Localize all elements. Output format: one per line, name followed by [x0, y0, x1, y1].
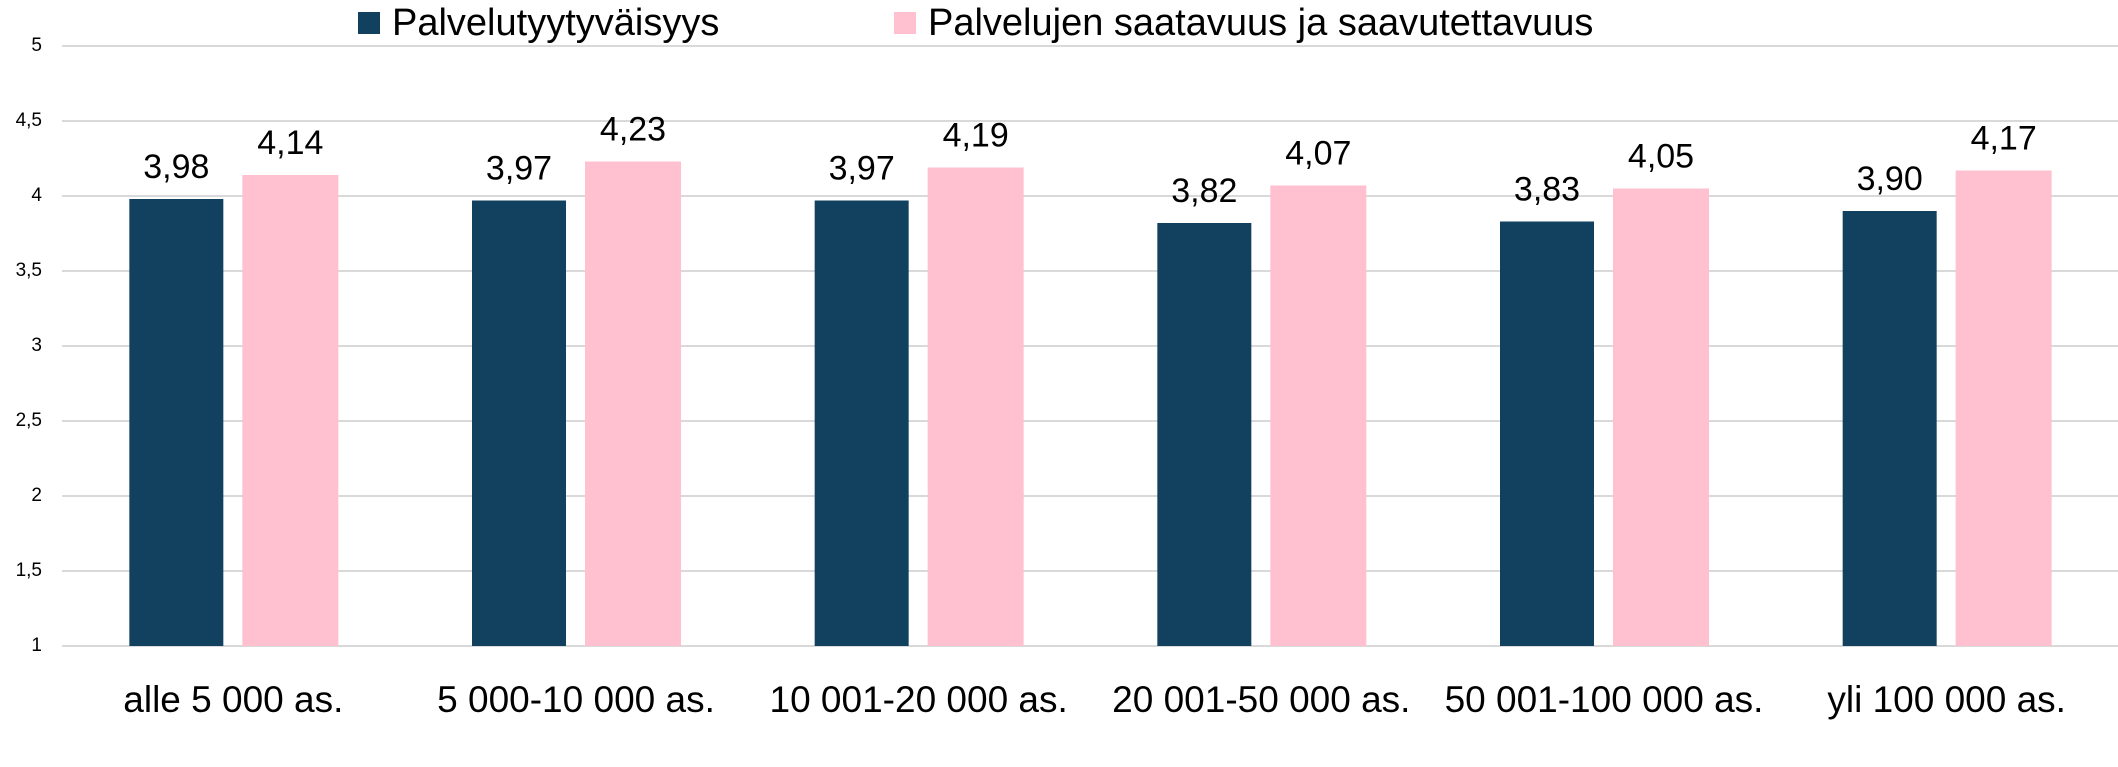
- data-label: 3,82: [1171, 172, 1237, 210]
- bar: [472, 200, 566, 646]
- data-label: 4,17: [1971, 119, 2037, 157]
- data-label: 4,14: [257, 124, 323, 162]
- data-label: 3,83: [1514, 170, 1580, 208]
- legend-label: Palvelutyytyväisyys: [392, 2, 719, 44]
- y-tick-label: 5: [31, 35, 42, 56]
- data-label: 4,07: [1285, 134, 1351, 172]
- bar: [927, 167, 1024, 646]
- x-tick-label: alle 5 000 as.: [123, 679, 344, 720]
- data-label: 3,97: [829, 149, 895, 187]
- bar: [585, 161, 681, 646]
- x-tick-label: 50 001-100 000 as.: [1444, 679, 1764, 720]
- y-tick-label: 3,5: [16, 260, 42, 281]
- y-tick-label: 4,5: [16, 110, 42, 131]
- y-tick-label: 4: [31, 185, 42, 206]
- legend-swatch: [894, 12, 916, 34]
- data-label: 4,23: [600, 110, 666, 148]
- x-tick-label: yli 100 000 as.: [1827, 679, 2066, 720]
- y-tick-label: 2,5: [16, 410, 42, 431]
- bar: [129, 199, 224, 646]
- y-tick-label: 3: [31, 335, 42, 356]
- data-label: 4,19: [943, 116, 1009, 154]
- bar: [1270, 185, 1367, 646]
- bar: [814, 200, 909, 646]
- y-tick-label: 1: [31, 635, 42, 656]
- bar: [1842, 211, 1937, 646]
- y-tick-label: 1,5: [16, 560, 42, 581]
- bar: [1500, 221, 1594, 646]
- bar: [1955, 170, 2052, 646]
- legend-label: Palvelujen saatavuus ja saavutettavuus: [928, 2, 1593, 44]
- legend-swatch: [358, 12, 380, 34]
- x-tick-label: 5 000-10 000 as.: [437, 679, 715, 720]
- y-tick-label: 2: [31, 485, 42, 506]
- bar: [242, 175, 339, 646]
- data-label: 3,90: [1857, 160, 1923, 198]
- bar: [1157, 223, 1252, 646]
- x-tick-label: 20 001-50 000 as.: [1112, 679, 1411, 720]
- bar: [1613, 188, 1709, 646]
- x-tick-label: 10 001-20 000 as.: [769, 679, 1068, 720]
- data-label: 3,98: [143, 148, 209, 186]
- data-label: 3,97: [486, 149, 552, 187]
- data-label: 4,05: [1628, 137, 1694, 175]
